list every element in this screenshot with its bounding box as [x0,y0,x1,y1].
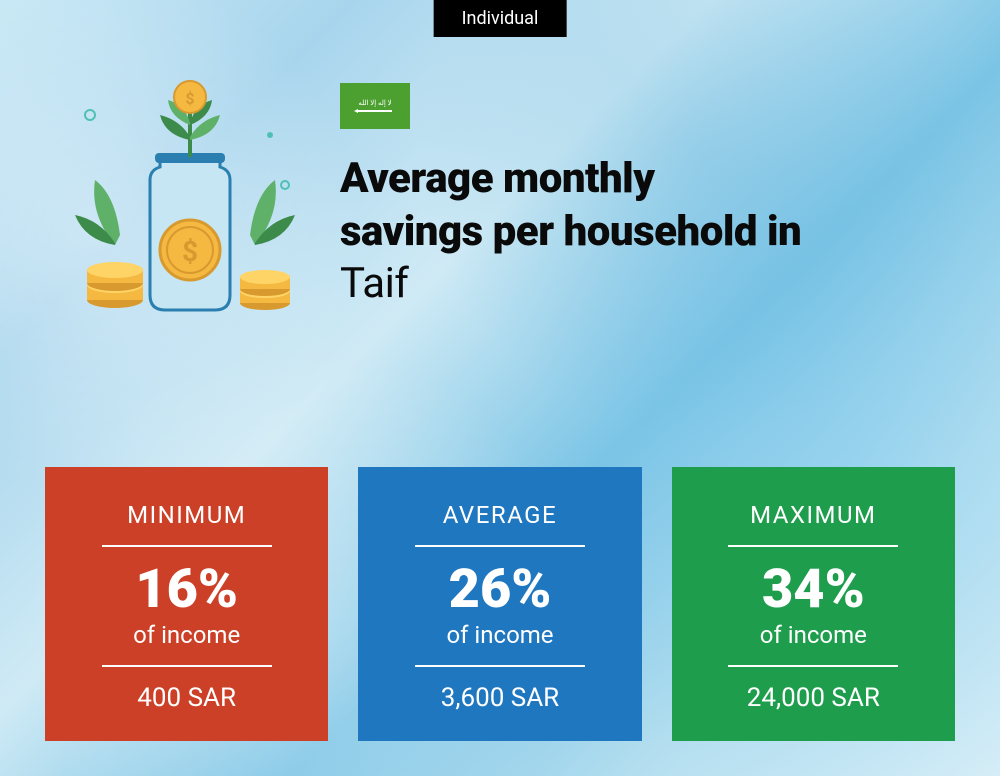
title-city: Taif [340,259,408,308]
card-divider [415,665,585,667]
header-row: $ $ لا إله إلا الله Ave [60,75,960,325]
card-amount: 400 SAR [65,683,308,713]
card-label: AVERAGE [378,501,621,529]
card-divider [102,545,272,547]
card-average: AVERAGE 26% of income 3,600 SAR [358,467,641,741]
content-wrapper: Individual [0,0,1000,776]
page-title: Average monthly savings per household in… [340,153,960,311]
card-sub: of income [65,621,308,649]
card-label: MINIMUM [65,501,308,529]
category-tag: Individual [434,0,567,37]
stat-cards-row: MINIMUM 16% of income 400 SAR AVERAGE 26… [45,467,955,741]
card-percent: 34% [692,563,935,617]
flag-icon: لا إله إلا الله [340,83,410,129]
card-percent: 16% [65,563,308,617]
card-divider [728,665,898,667]
savings-illustration: $ $ [60,75,310,325]
svg-text:$: $ [185,89,194,108]
card-maximum: MAXIMUM 34% of income 24,000 SAR [672,467,955,741]
card-minimum: MINIMUM 16% of income 400 SAR [45,467,328,741]
card-amount: 24,000 SAR [692,683,935,713]
card-divider [728,545,898,547]
svg-text:$: $ [182,235,198,268]
card-sub: of income [378,621,621,649]
title-block: لا إله إلا الله Average monthly savings … [340,75,960,311]
card-divider [415,545,585,547]
card-label: MAXIMUM [692,501,935,529]
card-sub: of income [692,621,935,649]
title-line-2: savings per household in [340,207,801,256]
card-divider [102,665,272,667]
card-amount: 3,600 SAR [378,683,621,713]
title-line-1: Average monthly [340,154,654,203]
svg-text:لا إله إلا الله: لا إله إلا الله [358,99,391,107]
card-percent: 26% [378,563,621,617]
